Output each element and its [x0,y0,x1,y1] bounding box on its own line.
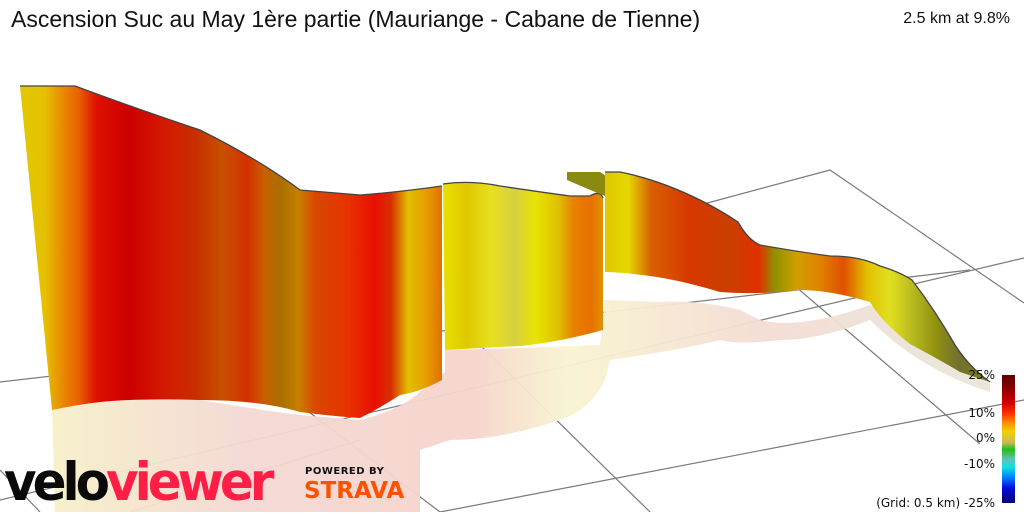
logo-velo: velo [4,451,110,513]
strava-logo[interactable]: STRAVA [304,478,405,504]
grid-line [0,469,41,512]
powered-by-label: POWERED BY [305,466,385,477]
profile-wall-section-1 [20,86,442,418]
legend-label-neg10: -10% [963,457,995,471]
grid-line [439,399,1024,512]
legend-label-25: 25% [968,368,995,382]
legend-label-10: 10% [968,406,995,420]
grid-line [699,169,831,206]
grid-line [829,169,1024,304]
profile-wall-section-3 [605,172,990,382]
profile-wall-fold [567,172,609,196]
legend-label-neg25: (Grid: 0.5 km) -25% [876,496,995,510]
page-title: Ascension Suc au May 1ère partie (Mauria… [11,6,701,32]
profile-wall-section-2 [443,182,603,350]
legend-label-0: 0% [975,431,995,445]
logo-viewer: viewer [106,451,274,513]
climb-stats: 2.5 km at 9.8% [903,10,1010,27]
profile-shadow [52,300,990,512]
gradient-color-scale [1002,375,1015,503]
grid-note: (Grid: 0.5 km) [876,496,961,510]
